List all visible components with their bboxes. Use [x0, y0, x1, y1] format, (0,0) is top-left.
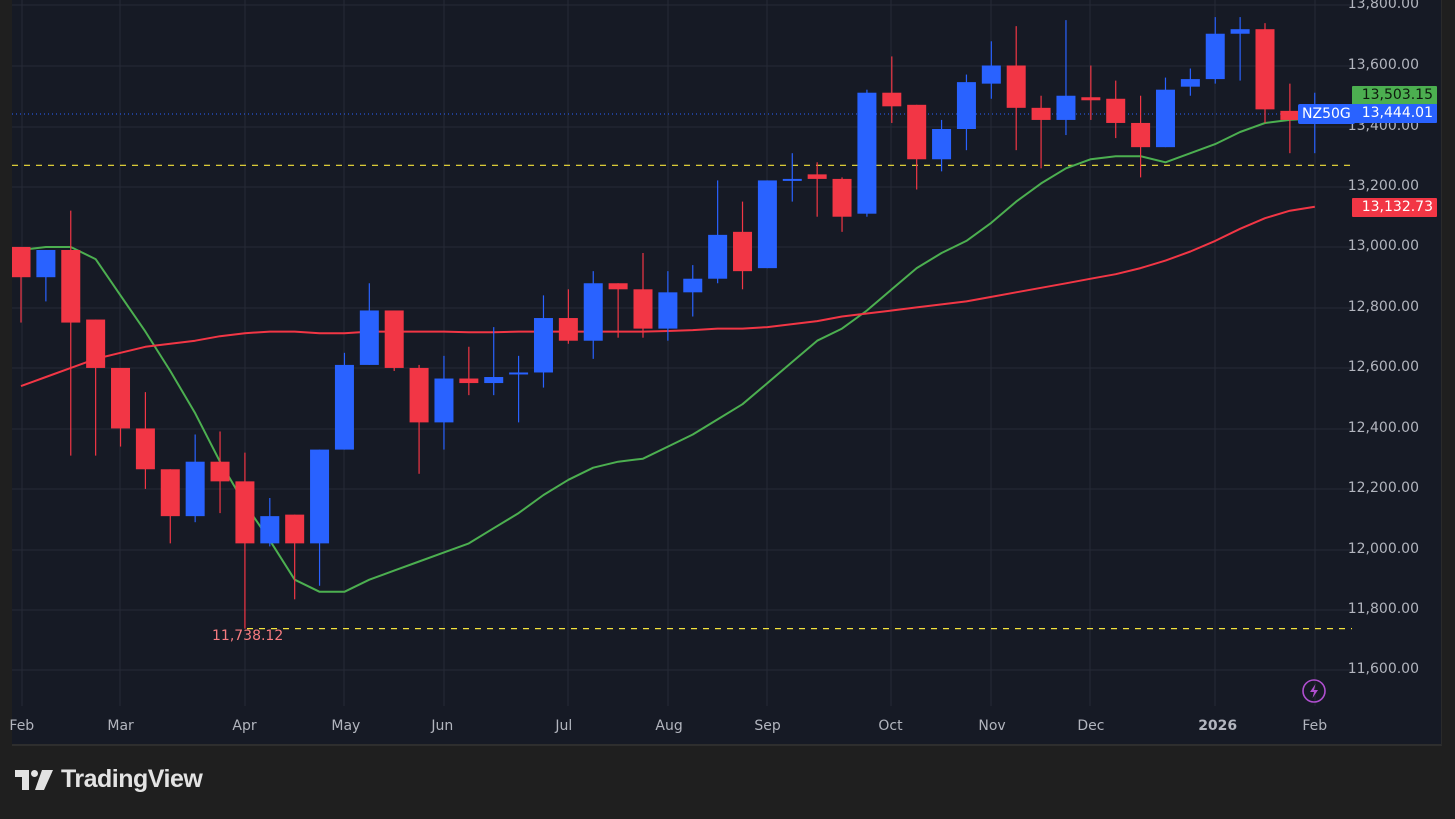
- candle: [1056, 20, 1076, 136]
- candle: [1180, 68, 1200, 96]
- price-tick-label: 13,800.00: [1347, 0, 1419, 12]
- candle: [733, 201, 753, 290]
- candles: [12, 17, 1325, 629]
- candle: [434, 355, 454, 450]
- candle: [956, 74, 976, 151]
- time-tick-label: Feb: [1302, 718, 1328, 734]
- time-tick-label: Sep: [754, 718, 781, 734]
- candlestick-plot[interactable]: [12, 0, 1352, 710]
- candle: [1205, 17, 1225, 84]
- price-tick-label: 12,600.00: [1347, 359, 1419, 375]
- time-tick-label: Aug: [655, 718, 683, 734]
- candle: [61, 210, 81, 456]
- candle: [1255, 23, 1275, 123]
- candle: [907, 104, 927, 190]
- chart-frame[interactable]: 13,800.00 13,600.00 13,400.00 13,200.00 13,0…: [9, 0, 1442, 746]
- time-tick-label: Nov: [978, 718, 1006, 734]
- candle: [1280, 83, 1300, 154]
- time-tick-label: Mar: [107, 718, 134, 734]
- candle: [882, 56, 902, 123]
- candle: [384, 310, 404, 371]
- candle: [633, 253, 653, 338]
- candle: [260, 497, 280, 547]
- price-tick-label: 11,600.00: [1347, 661, 1419, 677]
- horizontal-levels: [12, 113, 1352, 630]
- candle: [608, 283, 628, 338]
- candle: [533, 295, 553, 388]
- candle: [484, 327, 504, 396]
- candle: [857, 89, 877, 217]
- candle: [334, 352, 354, 450]
- candle: [658, 271, 678, 341]
- candle: [708, 180, 728, 284]
- price-tick-label: 12,000.00: [1347, 541, 1419, 557]
- candle: [235, 452, 255, 629]
- price-tick-label: 12,400.00: [1347, 420, 1419, 436]
- time-tick-label: 2026: [1198, 718, 1238, 734]
- candle: [210, 431, 230, 514]
- candle: [583, 271, 603, 359]
- price-tick-label: 13,200.00: [1347, 178, 1419, 194]
- candle: [185, 434, 205, 523]
- candle: [832, 177, 852, 232]
- candle: [285, 514, 305, 600]
- candle: [932, 119, 952, 172]
- candle: [359, 283, 379, 365]
- symbol-tag: NZ50G: [1298, 104, 1355, 124]
- price-tick-label: 12,200.00: [1347, 480, 1419, 496]
- price-tick-label: 13,000.00: [1347, 238, 1419, 254]
- candle: [1131, 95, 1151, 178]
- time-tick-label: Jul: [555, 718, 573, 734]
- last-price-tag: 13,444.01: [1352, 104, 1437, 123]
- time-tick-label: May: [331, 718, 361, 734]
- price-tick-label: 12,800.00: [1347, 299, 1419, 315]
- candle: [807, 162, 827, 217]
- candle: [683, 265, 703, 317]
- candle: [782, 153, 802, 202]
- time-tick-label: Dec: [1077, 718, 1105, 734]
- grid-lines: [12, 0, 1352, 706]
- candle: [160, 469, 180, 544]
- tradingview-logo-icon: [15, 769, 53, 790]
- time-tick-label: Feb: [9, 718, 35, 734]
- time-tick-label: Oct: [878, 718, 903, 734]
- candle: [1230, 17, 1250, 81]
- candle: [36, 249, 56, 302]
- ma-short-price-tag: 13,503.15: [1352, 86, 1437, 105]
- lightning-bolt-icon[interactable]: [1302, 679, 1326, 703]
- candle: [409, 364, 429, 474]
- time-tick-label: Jun: [431, 718, 454, 734]
- candle: [1031, 95, 1051, 169]
- time-tick-label: Apr: [232, 718, 257, 734]
- candle: [310, 449, 330, 586]
- candle: [86, 319, 106, 456]
- brand-name: TradingView: [61, 765, 203, 793]
- candle: [135, 392, 155, 489]
- candle: [459, 346, 479, 396]
- candle: [1106, 80, 1126, 139]
- price-tick-label: 13,600.00: [1347, 57, 1419, 73]
- candle: [1006, 26, 1026, 151]
- low-price-label: 11,738.12: [212, 628, 284, 644]
- price-tick-label: 11,800.00: [1347, 601, 1419, 617]
- candle: [981, 41, 1001, 99]
- candle: [12, 246, 31, 323]
- candle: [1155, 77, 1175, 148]
- candle: [111, 367, 131, 447]
- candle: [757, 180, 777, 269]
- candle: [509, 355, 529, 423]
- ma-long-price-tag: 13,132.73: [1352, 198, 1437, 217]
- tradingview-logo[interactable]: TradingView: [15, 765, 203, 794]
- candle: [558, 289, 578, 344]
- candle: [1081, 65, 1101, 120]
